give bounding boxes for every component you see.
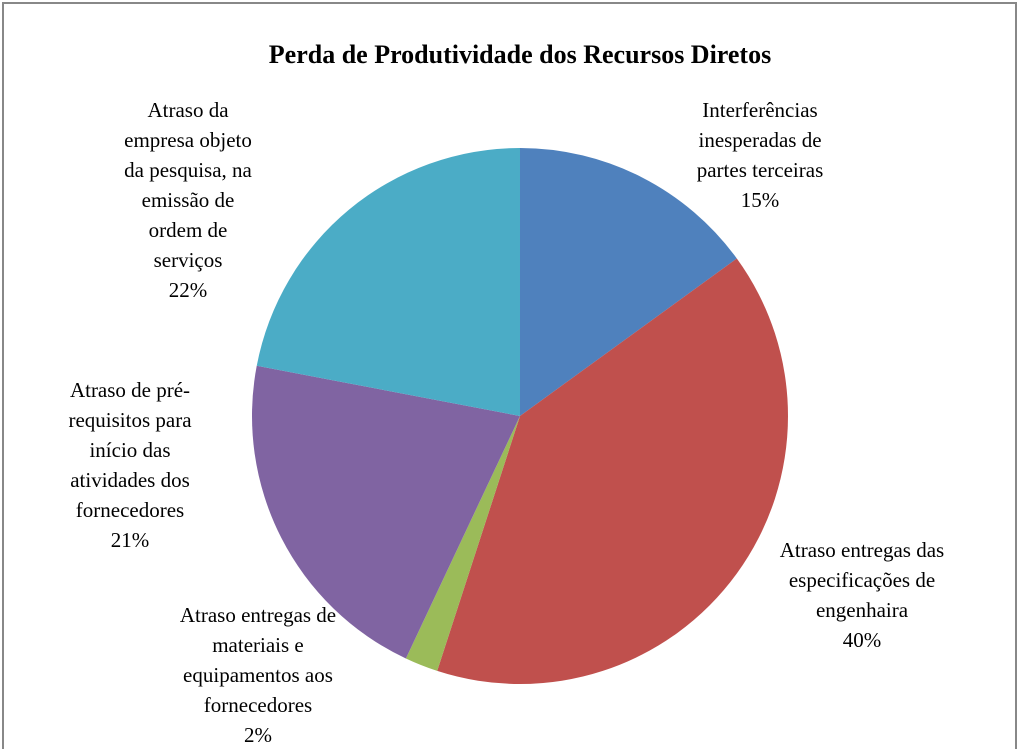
slice-category: Atraso da empresa objeto da pesquisa, na… — [124, 98, 252, 272]
pie-slice — [256, 148, 520, 416]
slice-label: Atraso entregas das especificações de en… — [770, 535, 955, 655]
slice-label: Atraso de pré-requisitos para início das… — [48, 375, 213, 555]
slice-value: 22% — [168, 278, 208, 302]
slice-value: 15% — [740, 188, 780, 212]
chart-title: Perda de Produtividade dos Recursos Dire… — [269, 40, 771, 69]
slice-category: Atraso entregas das especificações de en… — [779, 538, 945, 622]
slice-category: Interferências inesperadas de partes ter… — [696, 98, 824, 182]
slice-label: Atraso da empresa objeto da pesquisa, na… — [113, 95, 263, 305]
slice-value: 2% — [244, 723, 272, 747]
pie-slice — [520, 148, 737, 416]
slice-label: Interferências inesperadas de partes ter… — [673, 95, 848, 215]
slice-value: 21% — [110, 528, 150, 552]
slice-category: Atraso entregas de materiais e equipamen… — [179, 603, 337, 717]
pie-slice — [405, 416, 520, 671]
slice-category: Atraso de pré-requisitos para início das… — [68, 378, 192, 522]
slice-value: 40% — [842, 628, 882, 652]
slice-label: Atraso entregas de materiais e equipamen… — [163, 600, 353, 750]
pie-slice — [251, 365, 520, 659]
pie-slice — [437, 258, 788, 684]
